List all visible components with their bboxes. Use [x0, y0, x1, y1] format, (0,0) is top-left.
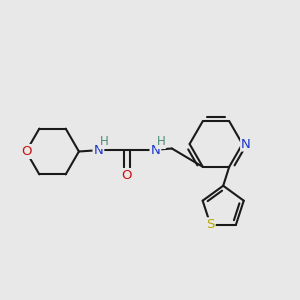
- Text: S: S: [206, 218, 215, 231]
- Text: O: O: [21, 145, 31, 158]
- Text: H: H: [156, 135, 165, 148]
- Text: H: H: [99, 135, 108, 148]
- Text: N: N: [241, 137, 251, 151]
- Text: O: O: [122, 169, 132, 182]
- Text: N: N: [94, 143, 103, 157]
- Text: N: N: [151, 143, 160, 157]
